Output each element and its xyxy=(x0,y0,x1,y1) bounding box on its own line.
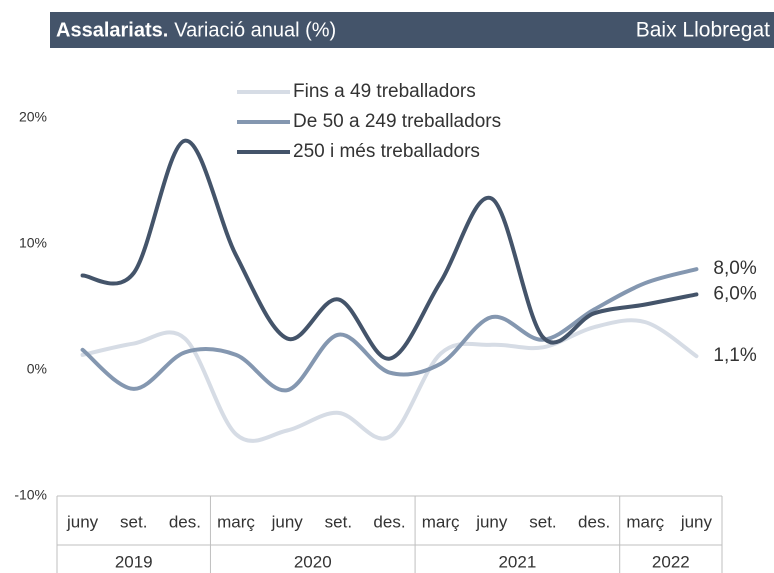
header-bar xyxy=(50,12,774,48)
x-tick-label: març xyxy=(626,512,664,531)
legend-label: De 50 a 249 treballadors xyxy=(293,111,501,132)
x-tick-label: juny xyxy=(475,512,508,531)
x-tick-label: des. xyxy=(373,512,405,531)
chart-subtitle: Variació anual (%) xyxy=(174,19,336,41)
y-tick-label: 10% xyxy=(19,235,47,251)
series-line xyxy=(80,318,699,443)
data-label: 1,1% xyxy=(713,345,756,366)
x-tick-label: març xyxy=(422,512,460,531)
y-tick-label: 20% xyxy=(19,109,47,125)
x-tick-label: des. xyxy=(169,512,201,531)
x-tick-label: set. xyxy=(325,512,352,531)
x-tick-label: juny xyxy=(271,512,304,531)
x-tick-label: març xyxy=(217,512,255,531)
x-tick-label: juny xyxy=(680,512,713,531)
legend-label: Fins a 49 treballadors xyxy=(293,81,476,102)
y-tick-label: 0% xyxy=(27,361,47,377)
region-label: Baix Llobregat xyxy=(636,19,770,42)
x-group-label: 2020 xyxy=(294,552,332,571)
series-line xyxy=(80,138,699,361)
x-tick-label: des. xyxy=(578,512,610,531)
x-group-label: 2021 xyxy=(498,552,536,571)
data-label: 6,0% xyxy=(713,283,756,304)
legend-label: 250 i més treballadors xyxy=(293,141,480,162)
x-tick-label: set. xyxy=(529,512,556,531)
x-group-label: 2022 xyxy=(652,552,690,571)
chart-title: Assalariats. xyxy=(56,19,168,41)
x-tick-label: juny xyxy=(66,512,99,531)
data-label: 8,0% xyxy=(713,258,756,279)
y-tick-label: -10% xyxy=(14,487,47,503)
x-group-label: 2019 xyxy=(115,552,153,571)
x-tick-label: set. xyxy=(120,512,147,531)
series-line xyxy=(80,267,699,393)
